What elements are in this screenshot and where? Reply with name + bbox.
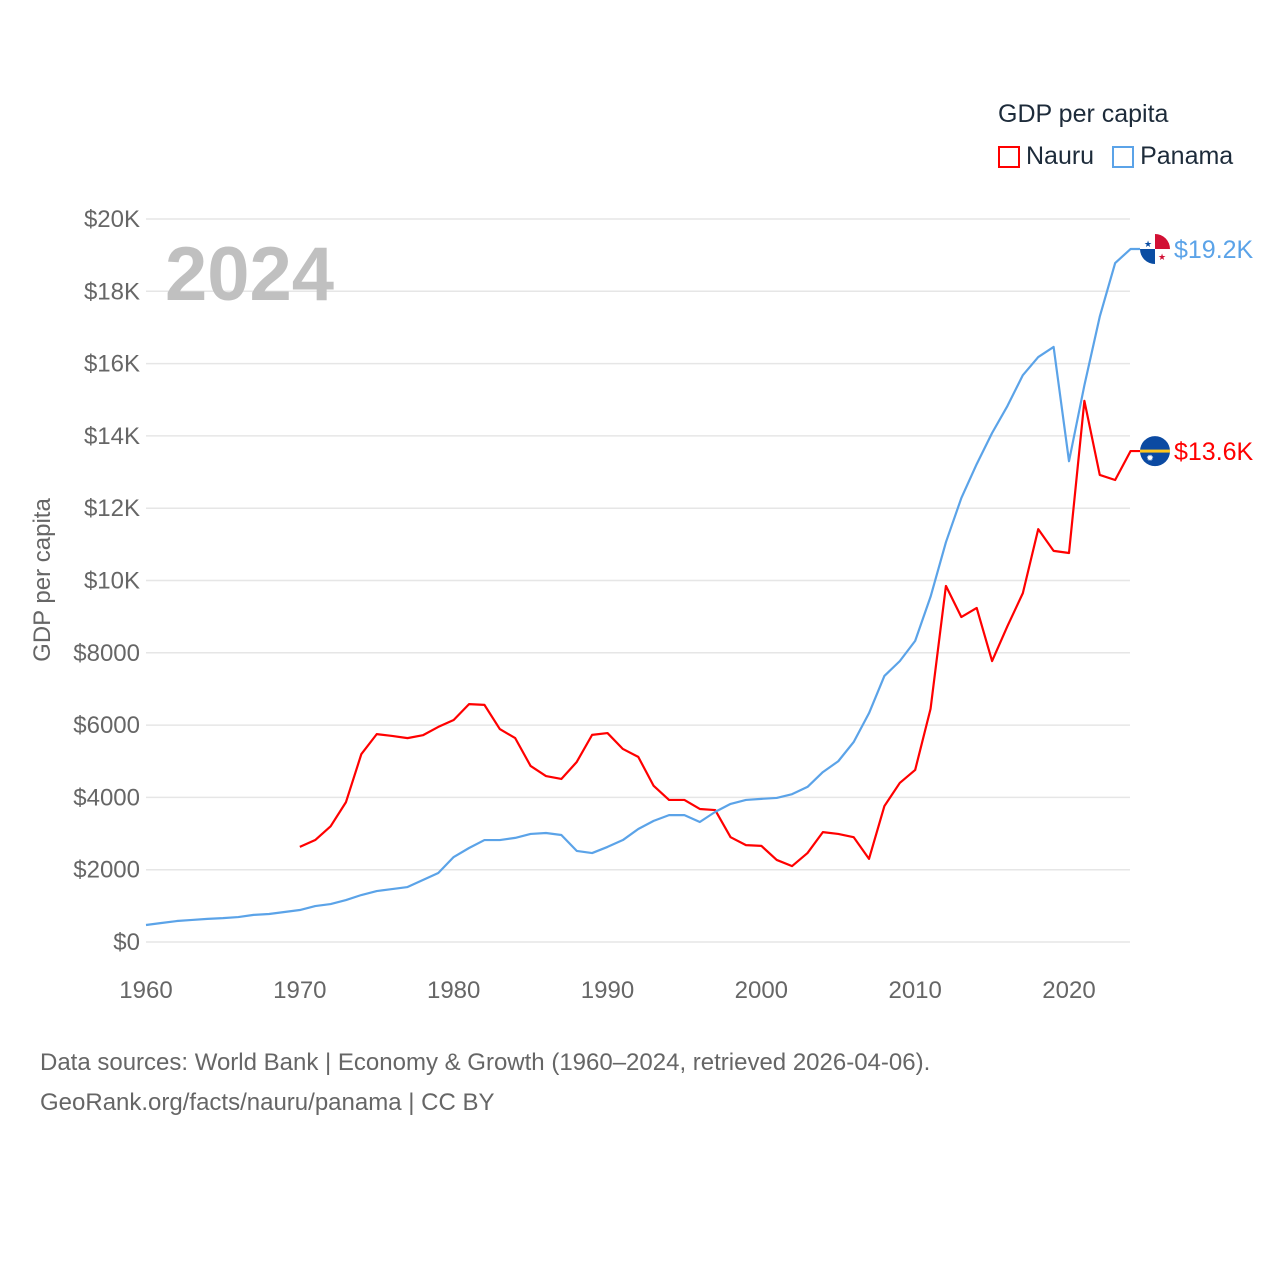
legend-swatch-nauru (998, 145, 1020, 168)
star-icon: ✹ (1146, 453, 1154, 463)
x-tick-label: 2010 (888, 977, 941, 1004)
y-tick-label: $10K (84, 568, 140, 595)
legend-item-panama[interactable]: Panama (1112, 142, 1233, 171)
x-tick-label: 2020 (1042, 977, 1095, 1004)
y-tick-label: $12K (84, 495, 140, 522)
legend-title: GDP per capita (998, 100, 1169, 128)
legend-swatch-panama (1112, 145, 1135, 168)
y-tick-label: $6000 (73, 712, 140, 739)
x-tick-label: 2000 (735, 977, 788, 1004)
star-icon: ★ (1158, 252, 1166, 262)
y-axis-label: GDP per capita (29, 498, 56, 662)
y-tick-label: $0 (113, 929, 140, 956)
series-line-panama (145, 247, 1140, 927)
x-tick-label: 1980 (427, 977, 480, 1004)
nauru-flag-stripe (1140, 449, 1170, 453)
panama-flag-red (1155, 234, 1171, 250)
y-tick-label: $14K (84, 423, 140, 450)
legend: Nauru Panama (998, 142, 1233, 171)
star-icon: ★ (1144, 239, 1152, 249)
y-tick-label: $2000 (73, 857, 140, 884)
y-tick-label: $16K (84, 351, 140, 378)
series-line-nauru (299, 399, 1140, 868)
year-watermark: 2024 (165, 232, 334, 317)
y-tick-label: $8000 (73, 640, 140, 667)
y-tick-label: $18K (84, 278, 140, 305)
x-tick-label: 1970 (273, 977, 326, 1004)
x-tick-label: 1990 (581, 977, 634, 1004)
footer: Data sources: World Bank | Economy & Gro… (40, 1043, 930, 1123)
attribution-text: GeoRank.org/facts/nauru/panama | CC BY (40, 1089, 495, 1116)
end-value-label-nauru: $13.6K (1174, 438, 1254, 466)
legend-item-nauru[interactable]: Nauru (998, 142, 1094, 171)
y-tick-label: $20K (84, 206, 140, 233)
end-value-label-panama: $19.2K (1174, 236, 1254, 264)
x-tick-label: 1960 (119, 977, 172, 1004)
data-source-text: Data sources: World Bank | Economy & Gro… (40, 1049, 931, 1076)
legend-label-nauru: Nauru (1026, 142, 1095, 170)
panama-flag-blue (1140, 249, 1155, 265)
y-tick-label: $4000 (73, 784, 140, 811)
legend-label-panama: Panama (1140, 142, 1234, 170)
